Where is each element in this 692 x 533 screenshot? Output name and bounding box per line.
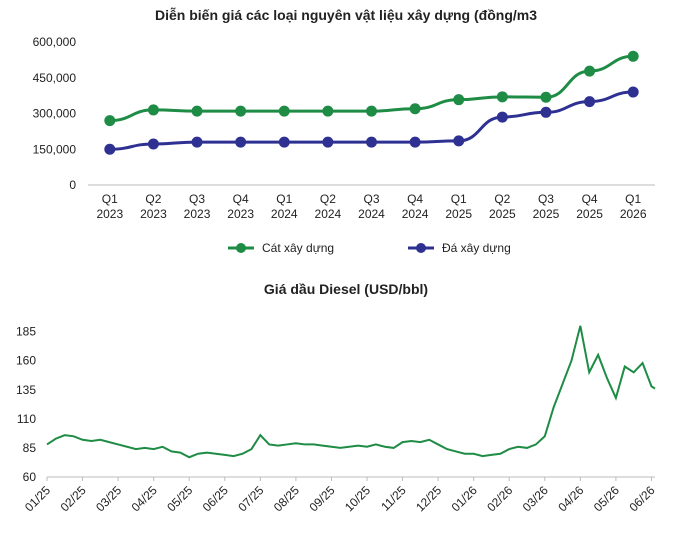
- y-tick-label: 450,000: [33, 71, 77, 85]
- x-tick-label: 12/25: [413, 483, 444, 514]
- point: [191, 136, 203, 148]
- y-tick-label: 150,000: [33, 142, 77, 156]
- legend-marker: [416, 243, 426, 253]
- point: [627, 50, 639, 62]
- point: [584, 65, 596, 77]
- y-tick-label: 185: [16, 325, 36, 339]
- x-tick-label: Q3 2024: [358, 192, 385, 221]
- legend-label: Đá xây dựng: [442, 241, 511, 255]
- x-tick-label: 01/25: [22, 483, 53, 514]
- x-tick-label: 06/25: [200, 483, 231, 514]
- x-tick-label: Q4 2024: [402, 192, 429, 221]
- x-tick-label: Q2 2023: [140, 192, 167, 221]
- point: [366, 136, 377, 148]
- x-tick-label: 04/25: [129, 483, 160, 514]
- x-tick-label: 05/25: [164, 483, 195, 514]
- point: [235, 136, 247, 148]
- point: [278, 105, 290, 117]
- x-tick-label: 02/25: [58, 483, 89, 514]
- point: [235, 105, 247, 117]
- point: [191, 105, 203, 117]
- point: [104, 143, 116, 155]
- point: [322, 136, 334, 148]
- x-tick-label: Q4 2023: [227, 192, 254, 221]
- legend-marker: [236, 243, 246, 253]
- y-tick-label: 600,000: [33, 35, 77, 49]
- y-tick-label: 85: [23, 441, 37, 455]
- x-tick-label: 08/25: [271, 483, 302, 514]
- x-tick-label: 03/26: [520, 483, 551, 514]
- y-tick-label: 160: [16, 354, 36, 368]
- x-tick-label: 01/26: [449, 483, 480, 514]
- point: [453, 94, 465, 106]
- point: [104, 115, 116, 127]
- x-tick-label: Q1 2023: [96, 192, 123, 221]
- x-tick-label: Q2 2025: [489, 192, 516, 221]
- y-tick-label: 0: [69, 178, 76, 192]
- x-tick-label: Q1 2025: [445, 192, 472, 221]
- point: [366, 105, 377, 117]
- point: [540, 106, 552, 118]
- x-tick-label: 05/26: [591, 483, 622, 514]
- point: [453, 135, 465, 147]
- y-tick-label: 110: [17, 412, 36, 426]
- point: [540, 91, 552, 103]
- x-tick-label: 10/25: [342, 483, 373, 514]
- point: [278, 136, 290, 148]
- x-tick-label: 07/25: [235, 483, 266, 514]
- point: [584, 96, 596, 108]
- x-tick-label: Q3 2023: [184, 192, 211, 221]
- point: [147, 104, 159, 116]
- y-tick-label: 300,000: [33, 107, 77, 121]
- point: [496, 91, 508, 103]
- x-tick-label: 11/25: [378, 483, 409, 514]
- point: [627, 86, 639, 98]
- y-tick-label: 60: [23, 470, 37, 484]
- x-tick-label: 09/25: [306, 483, 337, 514]
- point: [409, 103, 421, 115]
- x-tick-label: Q4 2025: [576, 192, 603, 221]
- point: [147, 138, 159, 150]
- x-tick-label: 02/26: [484, 483, 515, 514]
- point: [409, 136, 421, 148]
- x-tick-label: 04/26: [555, 483, 586, 514]
- legend-label: Cát xây dựng: [262, 241, 334, 255]
- chart-title: Giá dầu Diesel (USD/bbl): [264, 281, 428, 297]
- x-tick-label: Q1 2026: [620, 192, 647, 221]
- x-tick-label: Q3 2025: [533, 192, 560, 221]
- point: [496, 111, 508, 123]
- x-tick-label: 03/25: [93, 483, 124, 514]
- series-line: [46, 325, 656, 459]
- x-tick-label: Q1 2024: [271, 192, 298, 221]
- point: [322, 105, 334, 117]
- x-tick-label: Q2 2024: [315, 192, 342, 221]
- y-tick-label: 135: [16, 383, 36, 397]
- x-tick-label: 06/26: [626, 483, 657, 514]
- chart-title: Diễn biến giá các loại nguyên vật liệu x…: [155, 7, 537, 23]
